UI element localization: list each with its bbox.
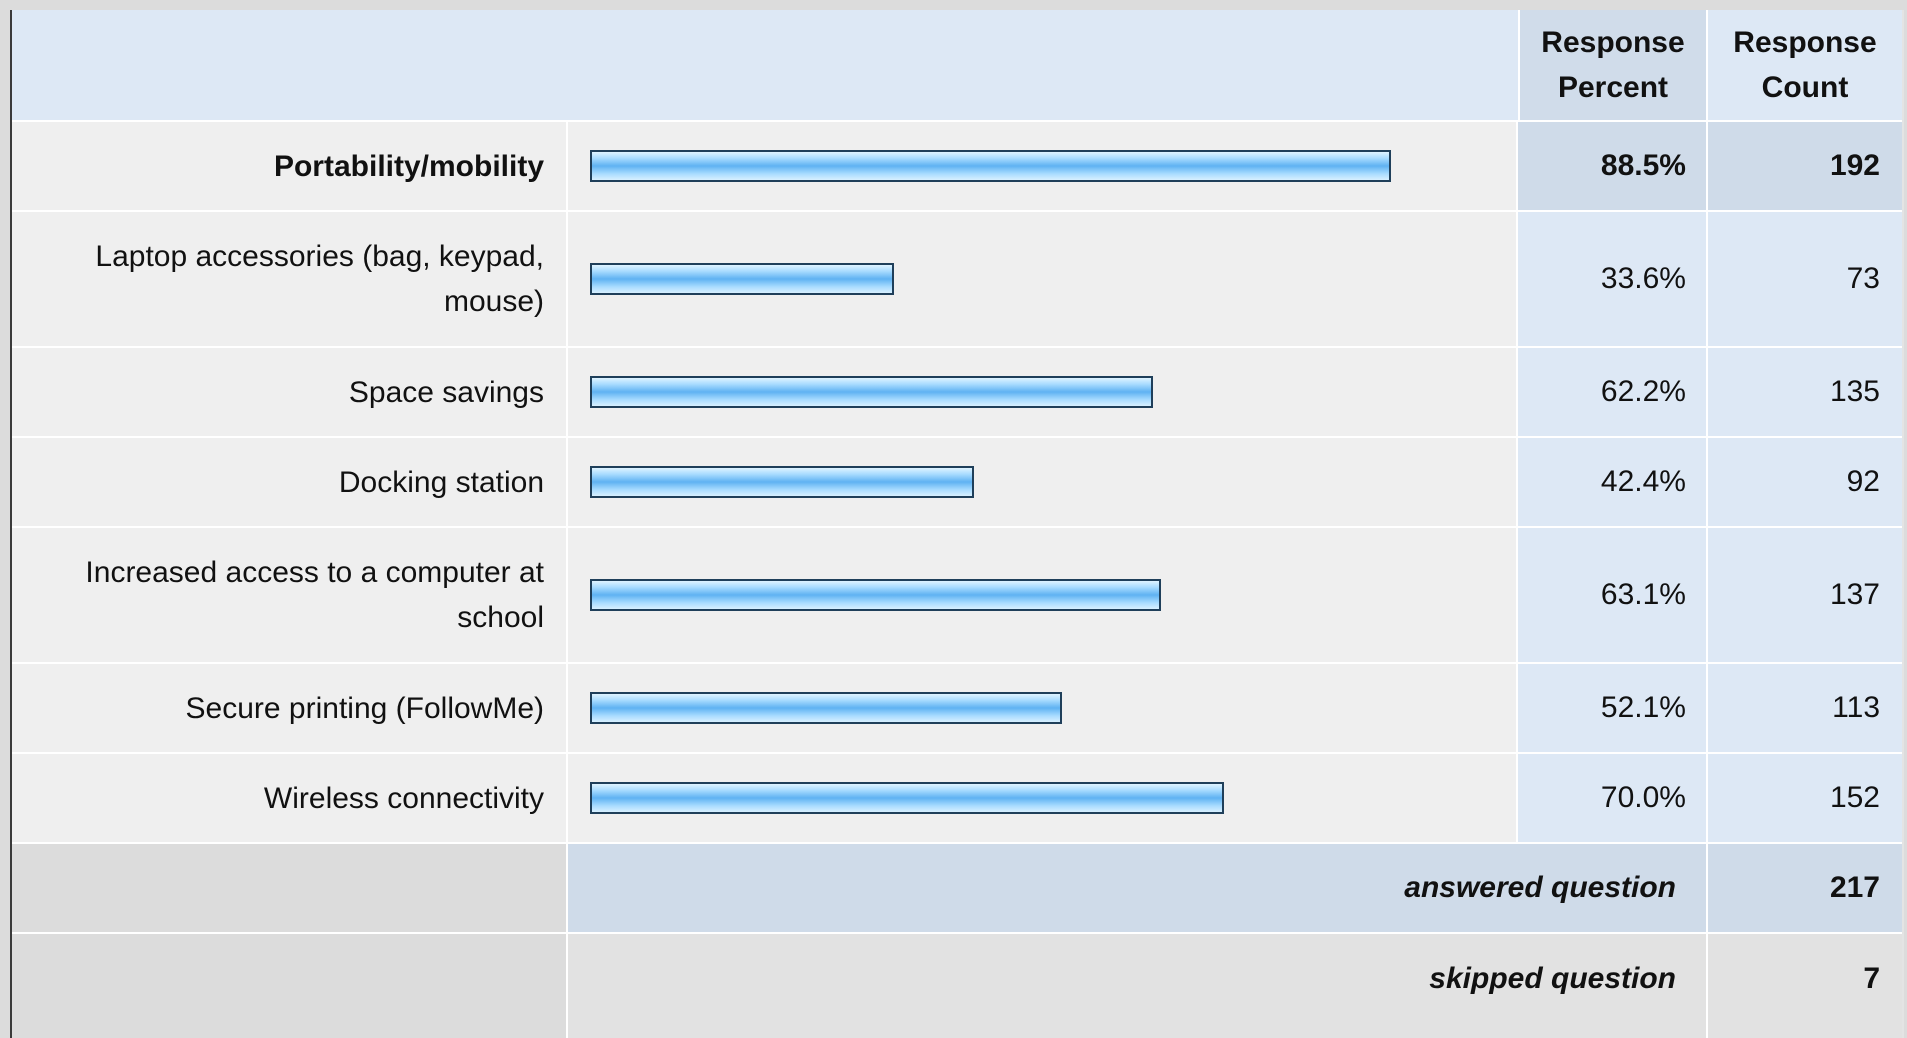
table-row: Portability/mobility 88.5% 192: [12, 120, 1902, 210]
option-label: Secure printing (FollowMe): [12, 664, 568, 752]
bar: [590, 263, 894, 295]
skipped-question-count: 7: [1708, 934, 1902, 1038]
response-percent: 63.1%: [1518, 528, 1708, 662]
option-label: Increased access to a computer at school: [12, 528, 568, 662]
table-row: Space savings 62.2% 135: [12, 346, 1902, 436]
bar: [590, 782, 1224, 814]
answered-question-row: answered question 217: [12, 842, 1902, 932]
bar: [590, 692, 1062, 724]
response-count: 152: [1708, 754, 1902, 842]
bar-cell: [568, 438, 1518, 526]
bar: [590, 376, 1153, 408]
bar-cell: [568, 212, 1518, 346]
answered-question-count: 217: [1708, 844, 1902, 932]
response-count: 73: [1708, 212, 1902, 346]
option-label: Laptop accessories (bag, keypad, mouse): [12, 212, 568, 346]
response-count: 137: [1708, 528, 1902, 662]
response-percent: 52.1%: [1518, 664, 1708, 752]
header-spacer: [12, 10, 568, 120]
skipped-question-row: skipped question 7: [12, 932, 1902, 1038]
response-percent: 42.4%: [1518, 438, 1708, 526]
bar-cell: [568, 528, 1518, 662]
bar: [590, 466, 974, 498]
table-row: Laptop accessories (bag, keypad, mouse) …: [12, 210, 1902, 346]
table-row: Increased access to a computer at school…: [12, 526, 1902, 662]
bar-cell: [568, 754, 1518, 842]
bar: [590, 150, 1391, 182]
summary-spacer: [12, 934, 568, 1038]
option-label: Docking station: [12, 438, 568, 526]
summary-spacer: [12, 844, 568, 932]
table-row: Secure printing (FollowMe) 52.1% 113: [12, 662, 1902, 752]
table-row: Wireless connectivity 70.0% 152: [12, 752, 1902, 842]
response-count: 135: [1708, 348, 1902, 436]
response-percent-header: Response Percent: [1518, 10, 1708, 120]
bar-cell: [568, 664, 1518, 752]
response-percent: 62.2%: [1518, 348, 1708, 436]
response-count: 92: [1708, 438, 1902, 526]
bar: [590, 579, 1161, 611]
response-percent: 33.6%: [1518, 212, 1708, 346]
survey-results-table: Response Percent Response Count Portabilit…: [10, 10, 1904, 1038]
response-percent: 88.5%: [1518, 122, 1708, 210]
option-label: Space savings: [12, 348, 568, 436]
response-count: 192: [1708, 122, 1902, 210]
option-label: Portability/mobility: [12, 122, 568, 210]
bar-cell: [568, 348, 1518, 436]
skipped-question-label: skipped question: [568, 934, 1708, 1038]
header-bar-spacer: [568, 10, 1518, 120]
bar-cell: [568, 122, 1518, 210]
answered-question-label: answered question: [568, 844, 1708, 932]
response-count: 113: [1708, 664, 1902, 752]
option-label: Wireless connectivity: [12, 754, 568, 842]
response-percent: 70.0%: [1518, 754, 1708, 842]
table-row: Docking station 42.4% 92: [12, 436, 1902, 526]
table-header-row: Response Percent Response Count: [12, 10, 1902, 120]
response-count-header: Response Count: [1708, 10, 1902, 120]
